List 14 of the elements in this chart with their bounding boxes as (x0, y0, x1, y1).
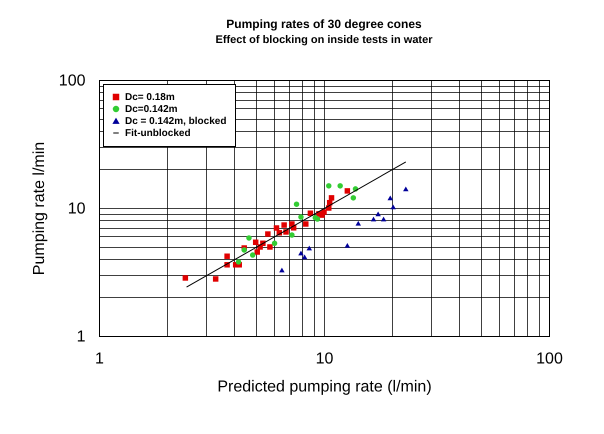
x-tick-label: 100 (536, 350, 563, 368)
y-axis-title: Pumping rate l/min (30, 142, 48, 276)
legend-label: Dc = 0.142m, blocked (125, 116, 226, 127)
x-axis-title: Predicted pumping rate (l/min) (217, 378, 432, 396)
chart-title: Pumping rates of 30 degree cones (226, 17, 422, 31)
y-tick-label: 10 (68, 200, 86, 218)
y-tick-label: 1 (76, 328, 86, 346)
y-tick-label: 100 (58, 72, 86, 90)
legend-label: Dc=0.142m (125, 104, 178, 115)
legend-label: Dc= 0.18m (125, 92, 175, 103)
x-tick-label: 1 (95, 350, 104, 368)
legend-label: Fit-unblocked (125, 128, 191, 139)
x-tick-label: 10 (316, 350, 334, 368)
chart-subtitle: Effect of blocking on inside tests in water (216, 34, 434, 46)
